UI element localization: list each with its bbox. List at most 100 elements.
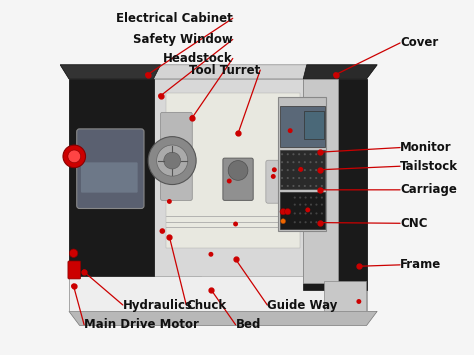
Circle shape [310,177,311,179]
Circle shape [159,228,165,234]
Circle shape [287,153,289,155]
Circle shape [63,145,85,168]
Polygon shape [69,311,377,326]
Circle shape [304,203,307,206]
Circle shape [287,177,289,179]
Circle shape [233,222,238,226]
FancyBboxPatch shape [280,106,325,147]
Circle shape [281,169,283,171]
Circle shape [294,197,296,199]
Text: CNC: CNC [400,217,428,230]
Circle shape [310,169,311,171]
Circle shape [321,169,323,171]
Circle shape [190,115,195,120]
Circle shape [227,179,232,184]
Circle shape [167,199,172,204]
Circle shape [69,249,78,257]
Circle shape [288,128,292,133]
Circle shape [321,203,323,206]
Circle shape [298,169,300,171]
Circle shape [321,197,323,199]
Polygon shape [166,93,300,248]
Circle shape [281,185,283,187]
Circle shape [287,185,289,187]
Circle shape [315,153,317,155]
Circle shape [294,212,296,214]
Text: Guide Way: Guide Way [267,299,337,311]
Circle shape [272,167,277,172]
Circle shape [315,169,317,171]
Circle shape [292,161,294,163]
Circle shape [299,197,301,199]
Circle shape [292,185,294,187]
Circle shape [321,212,323,214]
Circle shape [310,153,311,155]
Text: Headstock: Headstock [163,52,233,65]
Circle shape [298,161,300,163]
Circle shape [298,185,300,187]
Circle shape [298,167,303,172]
Circle shape [321,161,323,163]
Text: Carriage: Carriage [400,183,457,196]
Circle shape [305,207,310,212]
Circle shape [321,221,323,223]
Circle shape [310,185,311,187]
Circle shape [284,208,291,215]
Circle shape [304,185,306,187]
Circle shape [164,152,181,169]
FancyBboxPatch shape [161,112,192,200]
Circle shape [71,284,76,289]
Circle shape [315,212,318,214]
Circle shape [292,153,294,155]
Polygon shape [60,65,377,79]
Circle shape [236,131,240,136]
Polygon shape [60,65,161,79]
Circle shape [299,203,301,206]
Circle shape [315,221,318,223]
Text: Cover: Cover [400,37,438,49]
Circle shape [158,93,163,98]
Circle shape [209,252,213,257]
Circle shape [287,169,289,171]
FancyBboxPatch shape [266,160,297,203]
FancyBboxPatch shape [280,192,325,229]
FancyBboxPatch shape [68,261,81,279]
Circle shape [65,153,73,160]
Circle shape [304,197,307,199]
Text: Monitor: Monitor [400,141,452,154]
Text: Tailstock: Tailstock [400,160,458,173]
Circle shape [310,197,312,199]
Circle shape [281,161,283,163]
Circle shape [315,177,317,179]
Circle shape [304,177,306,179]
Polygon shape [303,65,377,79]
Circle shape [82,269,87,274]
Circle shape [298,153,300,155]
Circle shape [304,153,306,155]
Circle shape [310,221,312,223]
Circle shape [304,169,306,171]
Circle shape [356,299,361,304]
Text: Hydraulics: Hydraulics [123,299,193,311]
FancyBboxPatch shape [324,282,366,311]
Circle shape [310,203,312,206]
FancyBboxPatch shape [280,150,325,189]
Polygon shape [154,79,201,276]
Circle shape [315,161,317,163]
Circle shape [304,221,307,223]
Circle shape [310,212,312,214]
Polygon shape [69,79,154,276]
FancyBboxPatch shape [81,162,137,193]
Text: Safety Window: Safety Window [133,33,233,46]
Circle shape [299,212,301,214]
Circle shape [310,161,311,163]
Circle shape [148,137,196,185]
Circle shape [292,177,294,179]
Circle shape [315,197,318,199]
Circle shape [294,203,296,206]
Circle shape [281,219,286,224]
Circle shape [304,212,307,214]
Circle shape [298,177,300,179]
Polygon shape [303,79,338,283]
Circle shape [321,177,323,179]
